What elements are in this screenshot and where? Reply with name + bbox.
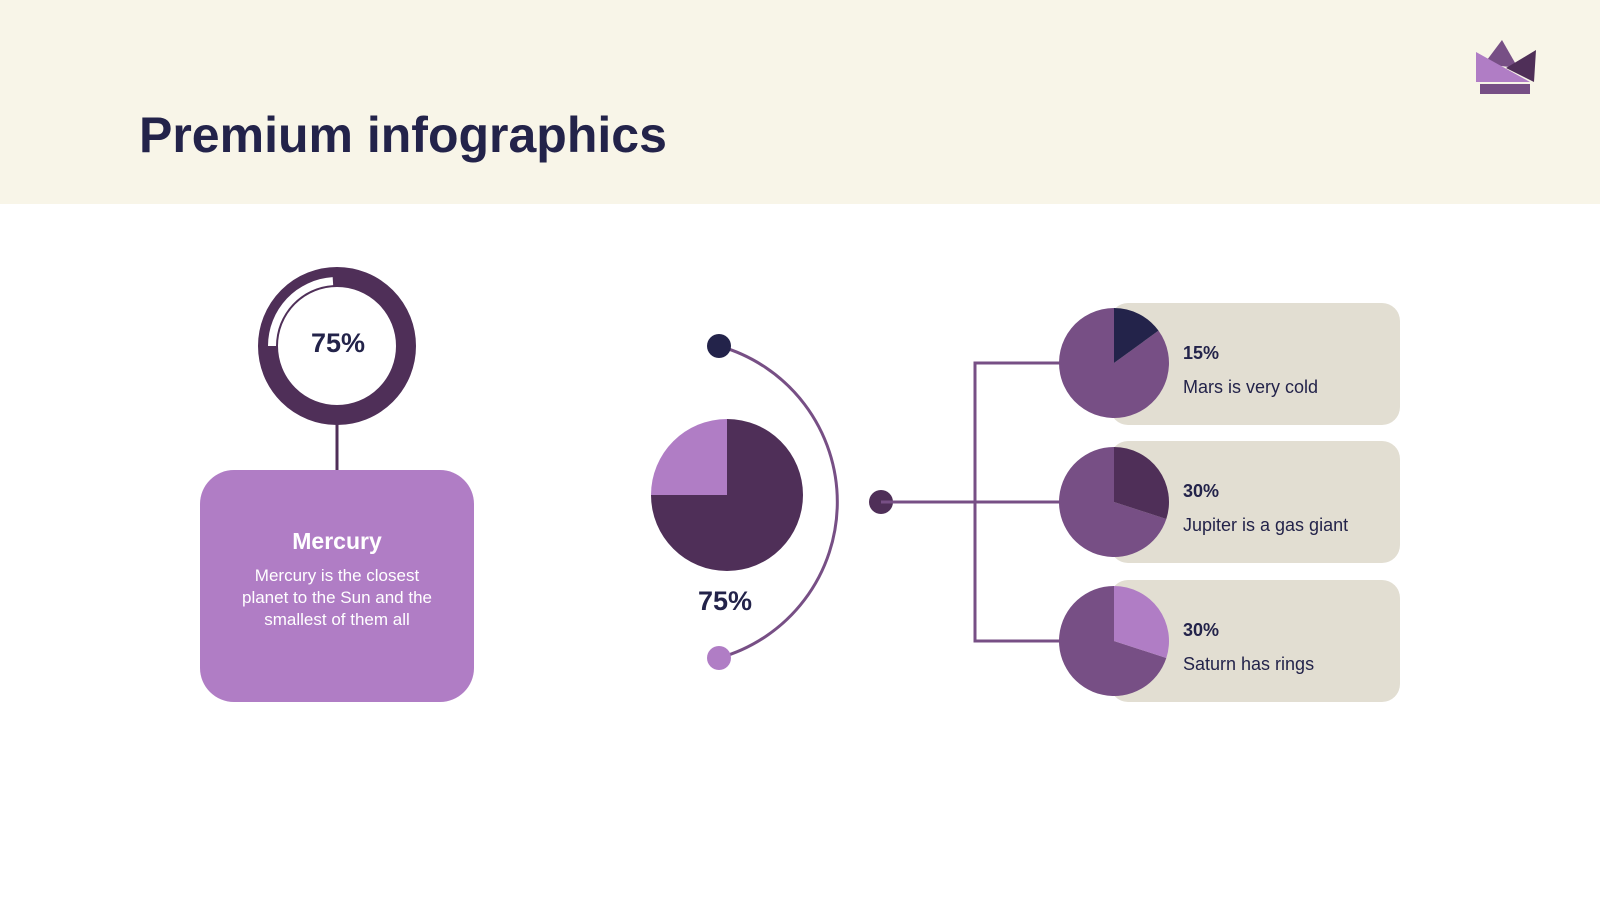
mercury-card: Mercury Mercury is the closest planet to… <box>200 470 474 702</box>
item-percent: 30% <box>1183 620 1220 640</box>
item-percent: 30% <box>1183 481 1220 501</box>
ring-percent-label: 75% <box>310 328 366 358</box>
item-pie-base <box>1058 586 1167 696</box>
card-text: Mercury is the closest planet to the Sun… <box>242 566 432 629</box>
card-title: Mercury <box>292 528 382 554</box>
item-percent: 15% <box>1183 343 1220 363</box>
tree-connector <box>881 361 1060 643</box>
center-pie-label: 75% <box>697 586 753 616</box>
arc-start-dot <box>707 334 731 358</box>
item-text: Jupiter is a gas giant <box>1183 515 1349 535</box>
item-pie-base <box>1058 447 1167 557</box>
arc-end-dot <box>707 646 731 670</box>
crown-icon <box>1476 40 1536 94</box>
item-text: Mars is very cold <box>1183 377 1319 397</box>
item-pie-slice <box>1114 308 1159 363</box>
header-band <box>0 0 1600 204</box>
item-text: Saturn has rings <box>1183 654 1315 674</box>
center-pie-slice-rest <box>651 419 727 495</box>
arc-connector <box>718 344 839 660</box>
item-pie-slice <box>1114 447 1169 519</box>
ring-remainder <box>268 277 334 346</box>
page-title: Premium infographics <box>139 107 667 163</box>
item-pie-slice <box>1114 586 1169 658</box>
